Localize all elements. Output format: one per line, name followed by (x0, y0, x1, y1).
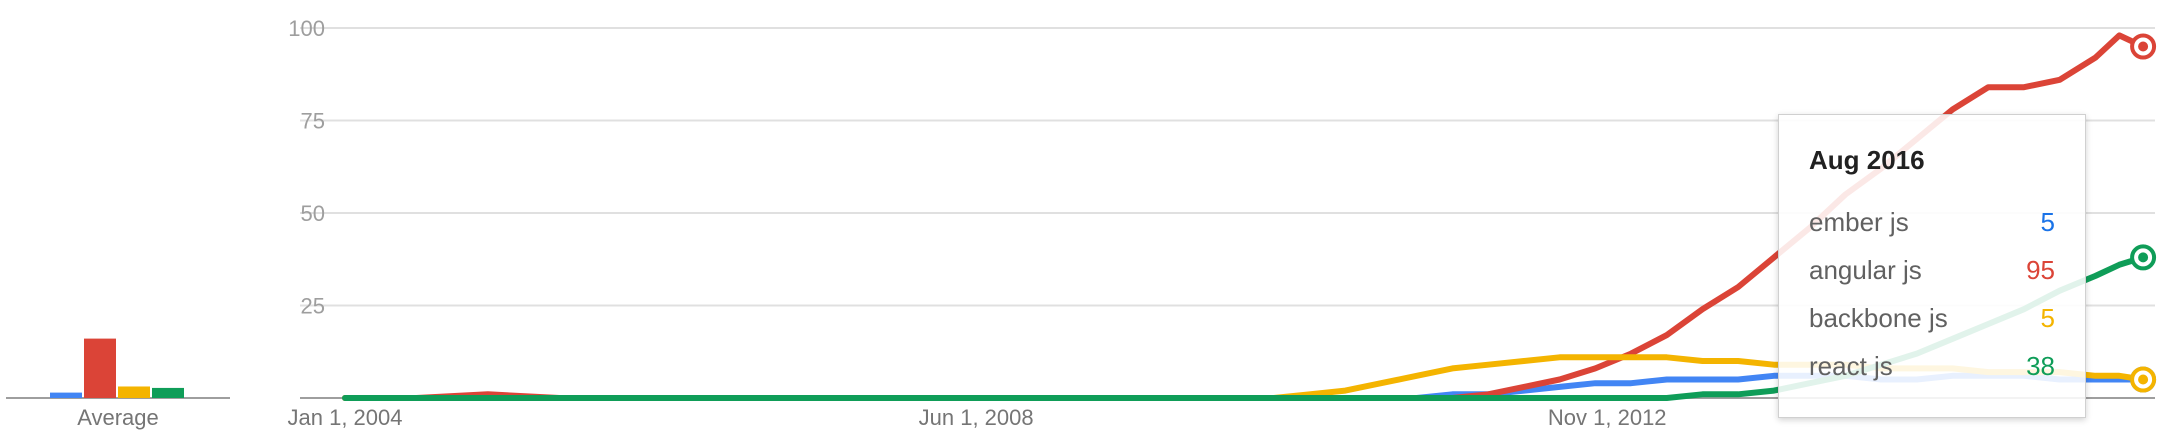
average-chart: Average (6, 338, 230, 430)
tooltip-row-react: react js 38 (1809, 342, 2055, 390)
tooltip-row-label: angular js (1809, 254, 1922, 285)
tooltip-row-ember: ember js 5 (1809, 198, 2055, 246)
end-marker-dot (2138, 374, 2149, 385)
end-marker-dot (2138, 41, 2149, 52)
tooltip-row-value: 38 (2026, 350, 2055, 381)
tooltip-row-backbone: backbone js 5 (1809, 294, 2055, 342)
tooltip-row-value: 95 (2026, 254, 2055, 285)
y-tick-label: 25 (301, 294, 325, 319)
average-bar-ember-js (50, 392, 82, 398)
x-tick-label: Jun 1, 2008 (919, 405, 1034, 430)
end-marker-dot (2138, 252, 2149, 263)
tooltip-row-angular: angular js 95 (1809, 246, 2055, 294)
y-tick-label: 50 (301, 201, 325, 226)
tooltip-row-label: react js (1809, 350, 1893, 381)
tooltip-row-label: backbone js (1809, 302, 1948, 333)
tooltip-row-value: 5 (2040, 206, 2055, 237)
y-tick-label: 75 (301, 109, 325, 134)
y-tick-label: 100 (288, 16, 325, 41)
hover-tooltip: Aug 2016 ember js 5 angular js 95 backbo… (1778, 114, 2086, 418)
average-bar-angular-js (84, 338, 116, 398)
end-markers (2130, 33, 2157, 393)
x-tick-label: Jan 1, 2004 (288, 405, 403, 430)
tooltip-row-value: 5 (2040, 302, 2055, 333)
y-axis-ticks: 100 75 50 25 (288, 16, 325, 319)
tooltip-row-label: ember js (1809, 206, 1909, 237)
average-bar-react-js (152, 387, 184, 398)
x-axis-ticks: Jan 1, 2004 Jun 1, 2008 Nov 1, 2012 (288, 405, 1667, 430)
tooltip-title: Aug 2016 (1809, 145, 1925, 175)
x-tick-label: Nov 1, 2012 (1548, 405, 1667, 430)
average-bar-backbone-js (118, 386, 150, 398)
average-label: Average (77, 405, 159, 430)
